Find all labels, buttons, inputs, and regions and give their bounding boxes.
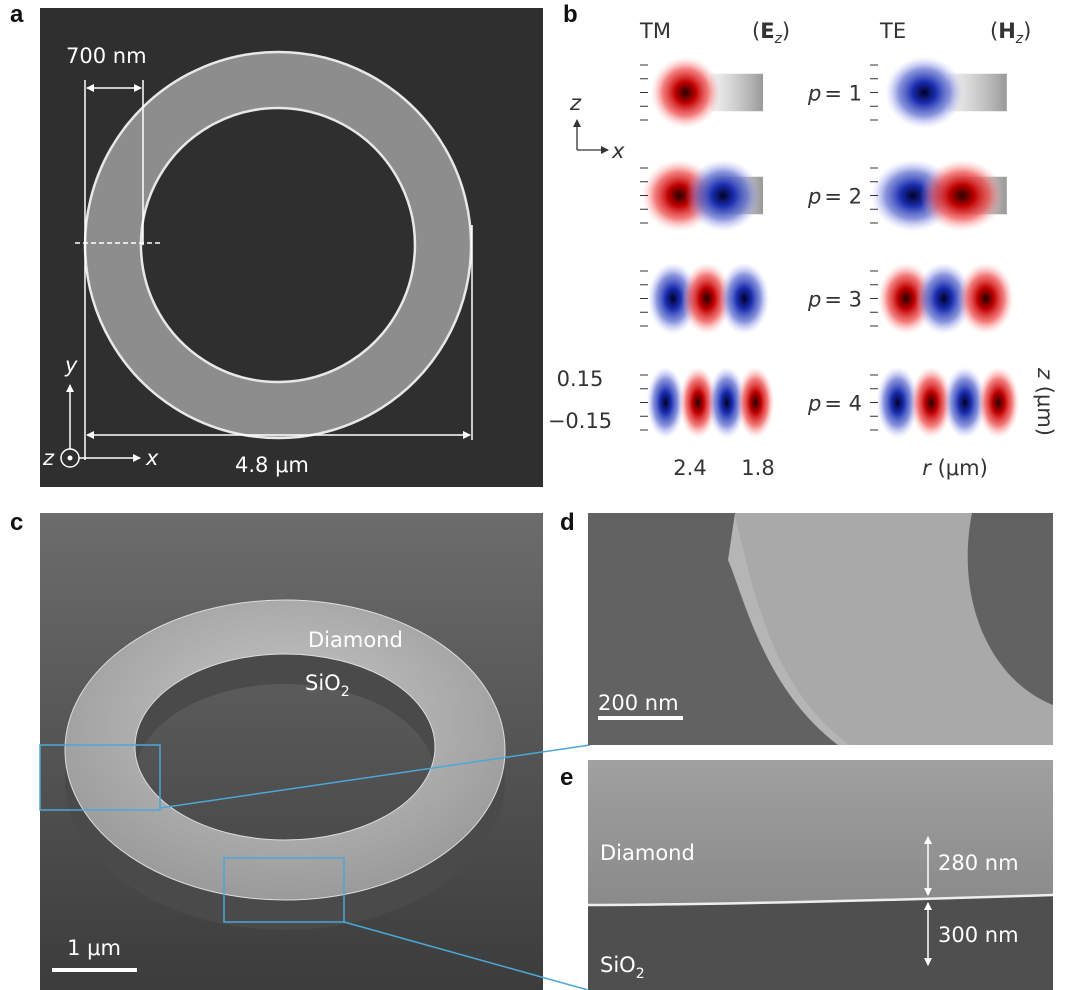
subscript: z bbox=[774, 31, 783, 47]
zoom-box bbox=[223, 857, 345, 923]
zoom-line bbox=[343, 921, 589, 990]
r-tick: 2.4 bbox=[673, 456, 706, 480]
panel-c: Diamond SiO2 1 μm bbox=[39, 513, 543, 990]
axis-z: z bbox=[569, 91, 582, 115]
mode-lobe bbox=[685, 159, 761, 232]
symbol: E bbox=[760, 19, 774, 43]
scale-label: 200 nm bbox=[598, 691, 679, 715]
diamond-label: Diamond bbox=[308, 628, 403, 652]
zoom-box bbox=[39, 744, 161, 811]
mode-lobe bbox=[915, 262, 972, 335]
thickness-label: 280 nm bbox=[938, 851, 1019, 875]
axis-x: x bbox=[145, 446, 159, 470]
z-tick: −0.15 bbox=[548, 409, 612, 433]
mode-plot bbox=[640, 365, 775, 440]
ring bbox=[64, 599, 506, 901]
subscript: z bbox=[1015, 31, 1024, 47]
paren: ) bbox=[1023, 19, 1031, 43]
mode-lobe bbox=[876, 366, 919, 439]
r-tick: 1.8 bbox=[741, 456, 774, 480]
subscript: 2 bbox=[341, 684, 350, 700]
mode-lobe bbox=[719, 262, 770, 335]
base: SiO bbox=[600, 953, 636, 977]
zoom-line bbox=[159, 744, 591, 809]
symbol: r bbox=[922, 456, 932, 480]
mode-lobe bbox=[977, 366, 1020, 439]
mode-label: p = 2 bbox=[807, 185, 862, 209]
panel-a: 700 nm 4.8 μm y z x bbox=[40, 8, 543, 487]
mode-lobe bbox=[650, 56, 721, 129]
base: SiO bbox=[305, 671, 341, 695]
symbol: H bbox=[998, 19, 1016, 43]
mode-label: p = 4 bbox=[807, 392, 862, 416]
ring-edge bbox=[728, 513, 850, 745]
value: = 1 bbox=[824, 82, 862, 106]
mode-plot bbox=[870, 261, 1018, 336]
diamond-label: Diamond bbox=[600, 841, 695, 865]
value: = 4 bbox=[824, 392, 862, 416]
panel-b: TM (Ez) TE (Hz) z x 0.15 −0.15 2.4 1.8 r… bbox=[548, 19, 1057, 480]
paren: ( bbox=[990, 19, 998, 43]
tm-field: (Ez) bbox=[752, 19, 790, 47]
mode-lobe bbox=[681, 262, 732, 335]
sio2-label: SiO2 bbox=[305, 671, 350, 700]
panel-label: a bbox=[10, 1, 24, 28]
mode-plot bbox=[870, 158, 1018, 233]
unit: (μm) bbox=[938, 456, 988, 480]
mode-lobe bbox=[679, 366, 717, 439]
variable: p bbox=[807, 82, 821, 106]
mode-lobe bbox=[920, 159, 1004, 232]
panel-label: c bbox=[10, 509, 23, 536]
tm-title: TM bbox=[639, 19, 671, 43]
value: = 2 bbox=[824, 185, 862, 209]
panel-label: b bbox=[563, 1, 578, 28]
te-title: TE bbox=[879, 19, 906, 43]
mode-lobe bbox=[957, 262, 1014, 335]
mode-lobe bbox=[708, 366, 746, 439]
symbol: z bbox=[1033, 367, 1057, 380]
mode-label: p = 1 bbox=[807, 82, 862, 106]
r-axis-label: r (μm) bbox=[922, 456, 988, 480]
scale-label: 1 μm bbox=[67, 936, 121, 960]
z-axis-label: z (μm) bbox=[1033, 367, 1057, 436]
mode-plot bbox=[640, 55, 773, 130]
mode-plot bbox=[640, 158, 773, 233]
te-field: (Hz) bbox=[990, 19, 1031, 47]
mode-lobe bbox=[646, 366, 685, 439]
value: = 3 bbox=[824, 288, 862, 312]
panel-e: Diamond SiO2 280 nm 300 nm bbox=[587, 760, 1054, 990]
paren: ( bbox=[752, 19, 760, 43]
mode-lobe bbox=[885, 56, 964, 129]
diamond-layer bbox=[588, 760, 1053, 905]
thickness-label: 300 nm bbox=[938, 923, 1019, 947]
mode-lobe bbox=[943, 366, 986, 439]
paren: ) bbox=[782, 19, 790, 43]
mode-label: p = 3 bbox=[807, 288, 862, 312]
axis-x: x bbox=[611, 139, 625, 163]
interface bbox=[587, 893, 1054, 907]
panel-label: e bbox=[560, 764, 573, 791]
variable: p bbox=[807, 185, 821, 209]
variable: p bbox=[807, 288, 821, 312]
mode-lobe bbox=[736, 366, 775, 439]
mode-plot bbox=[640, 261, 773, 336]
diameter-label: 4.8 μm bbox=[235, 453, 309, 477]
width-label: 700 nm bbox=[66, 44, 147, 68]
subscript: 2 bbox=[636, 966, 645, 982]
axis-y: y bbox=[64, 353, 78, 377]
mode-plot bbox=[870, 365, 1020, 440]
axis-z: z bbox=[42, 446, 55, 470]
panel-label: d bbox=[560, 509, 575, 536]
variable: p bbox=[807, 392, 821, 416]
panel-d: 200 nm bbox=[588, 513, 1053, 745]
mode-plot bbox=[870, 55, 1018, 130]
unit: (μm) bbox=[1033, 386, 1057, 436]
axis-origin-dot bbox=[67, 455, 73, 461]
mode-lobe bbox=[910, 366, 953, 439]
z-tick: 0.15 bbox=[557, 367, 604, 391]
sio2-label: SiO2 bbox=[600, 953, 645, 982]
ring-section bbox=[735, 513, 1053, 745]
